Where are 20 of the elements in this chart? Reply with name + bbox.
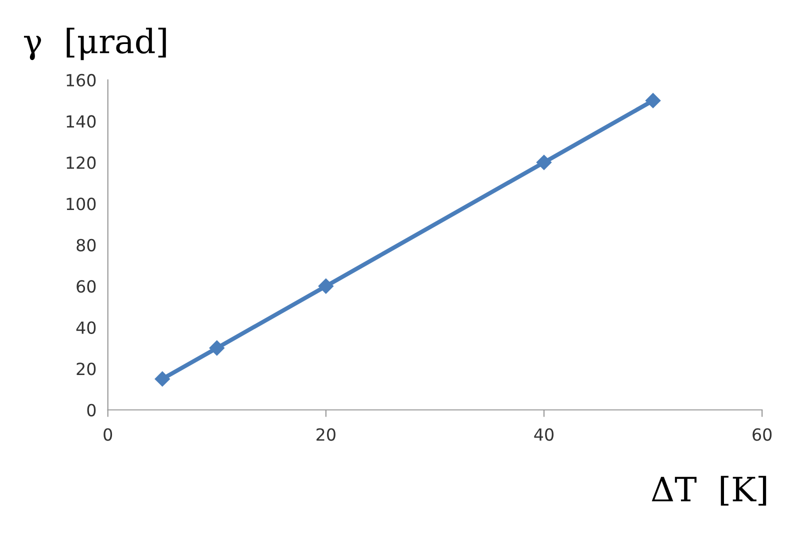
y-tick-label: 140 [66, 115, 96, 128]
y-tick-label: 0 [87, 404, 96, 416]
y-axis-title: γ [μrad] [24, 28, 166, 60]
x-tick-label: 20 [316, 428, 336, 441]
y-tick-label: 40 [76, 321, 96, 334]
point [209, 340, 224, 356]
point [154, 371, 170, 387]
point [645, 93, 661, 108]
y-tick-label: 20 [76, 362, 96, 376]
y-tick-label: 80 [76, 238, 96, 252]
x-axis-title: ΔT [K] [652, 476, 766, 506]
x-tick-label: 40 [534, 428, 554, 441]
y-tick-label: 100 [66, 198, 96, 210]
x-tick-label: 60 [752, 428, 772, 441]
point [318, 278, 334, 294]
x-tick-label: 0 [104, 428, 112, 441]
y-tick-label: 160 [66, 74, 96, 87]
point [536, 154, 552, 170]
y-tick-label: 60 [76, 280, 96, 293]
y-tick-label: 120 [66, 156, 96, 169]
